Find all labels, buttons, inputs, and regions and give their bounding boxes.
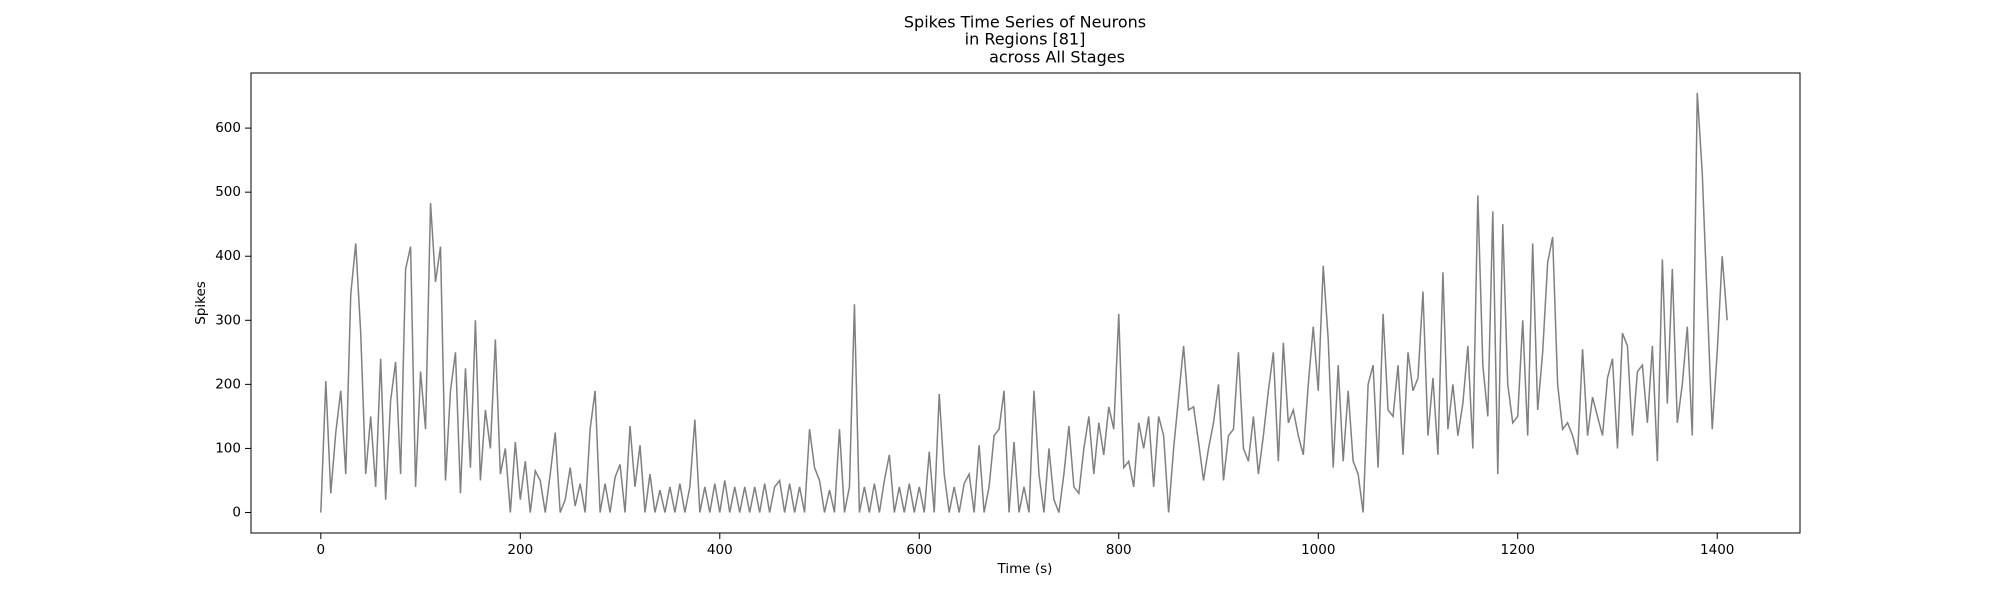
- chart-title: Spikes Time Series of Neurons: [904, 13, 1146, 32]
- y-axis-label: Spikes: [193, 281, 209, 325]
- y-tick-label: 600: [215, 120, 241, 136]
- line: [320, 92, 1728, 513]
- x-tick-label: 1200: [1501, 542, 1535, 558]
- y-tick-label: 400: [215, 248, 241, 264]
- x-axis-label: Time (s): [997, 561, 1053, 577]
- chart-title: across All Stages: [989, 48, 1125, 67]
- y-tick-label: 200: [215, 376, 241, 392]
- x-tick-label: 1400: [1700, 542, 1734, 558]
- y-tick-label: 0: [232, 504, 241, 520]
- x-tick-label: 200: [507, 542, 533, 558]
- x-tick-label: 800: [1106, 542, 1132, 558]
- x-tick-label: 400: [707, 542, 733, 558]
- y-tick-label: 500: [215, 184, 241, 200]
- plot-frame: [250, 72, 1801, 534]
- chart-title: in Regions [81]: [965, 30, 1086, 49]
- x-tick-label: 600: [906, 542, 932, 558]
- x-tick-label: 1000: [1301, 542, 1335, 558]
- x-tick-label: 0: [317, 542, 326, 558]
- y-tick-label: 100: [215, 440, 241, 456]
- y-tick-label: 300: [215, 312, 241, 328]
